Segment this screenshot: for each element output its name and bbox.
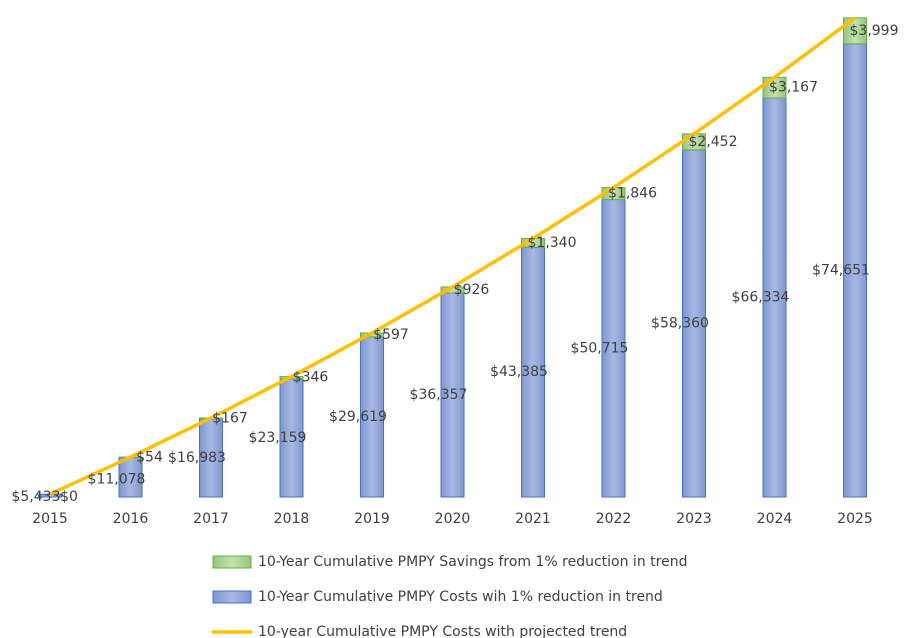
x-tick-label: 2021	[515, 511, 551, 527]
savings-label: $346	[293, 370, 329, 386]
cost-label: $11,078	[88, 471, 146, 487]
x-tick-label: 2019	[354, 511, 390, 527]
cost-label: $43,385	[490, 364, 548, 380]
cost-label: $66,334	[732, 289, 790, 305]
cost-label: $16,983	[168, 450, 226, 466]
x-tick-label: 2015	[32, 511, 68, 527]
x-tick-label: 2020	[435, 511, 471, 527]
x-tick-label: 2023	[676, 511, 712, 527]
cost-label: $36,357	[410, 387, 468, 403]
x-tick-label: 2025	[837, 511, 873, 527]
cost-label: $74,651	[812, 262, 870, 278]
x-tick-label: 2024	[757, 511, 793, 527]
legend-label: 10-Year Cumulative PMPY Savings from 1% …	[258, 554, 687, 570]
projected-line	[49, 16, 857, 496]
cost-label: $29,619	[329, 409, 387, 425]
savings-label: $54	[136, 449, 163, 465]
cost-label: $23,159	[249, 430, 307, 446]
cost-label: $50,715	[571, 340, 629, 356]
legend-swatch	[212, 555, 252, 569]
savings-label: $3,167	[769, 80, 818, 96]
x-tick-label: 2018	[274, 511, 310, 527]
x-tick-label: 2022	[596, 511, 632, 527]
cost-label: $5,433	[12, 489, 61, 505]
savings-label: $1,846	[608, 186, 657, 202]
savings-label: $926	[454, 282, 490, 298]
savings-label: $3,999	[850, 23, 899, 39]
x-tick-label: 2016	[113, 511, 149, 527]
cost-label: $58,360	[651, 315, 709, 331]
legend-label: 10-Year Cumulative PMPY Costs wih 1% red…	[258, 589, 663, 605]
legend-swatch	[212, 590, 252, 604]
savings-label: $167	[212, 410, 248, 426]
x-tick-label: 2017	[193, 511, 229, 527]
savings-label: $597	[373, 327, 409, 343]
savings-label: $0	[60, 489, 78, 505]
savings-label: $1,340	[528, 235, 577, 251]
legend-label: 10-year Cumulative PMPY Costs with proje…	[258, 624, 627, 638]
savings-label: $2,452	[689, 134, 738, 150]
